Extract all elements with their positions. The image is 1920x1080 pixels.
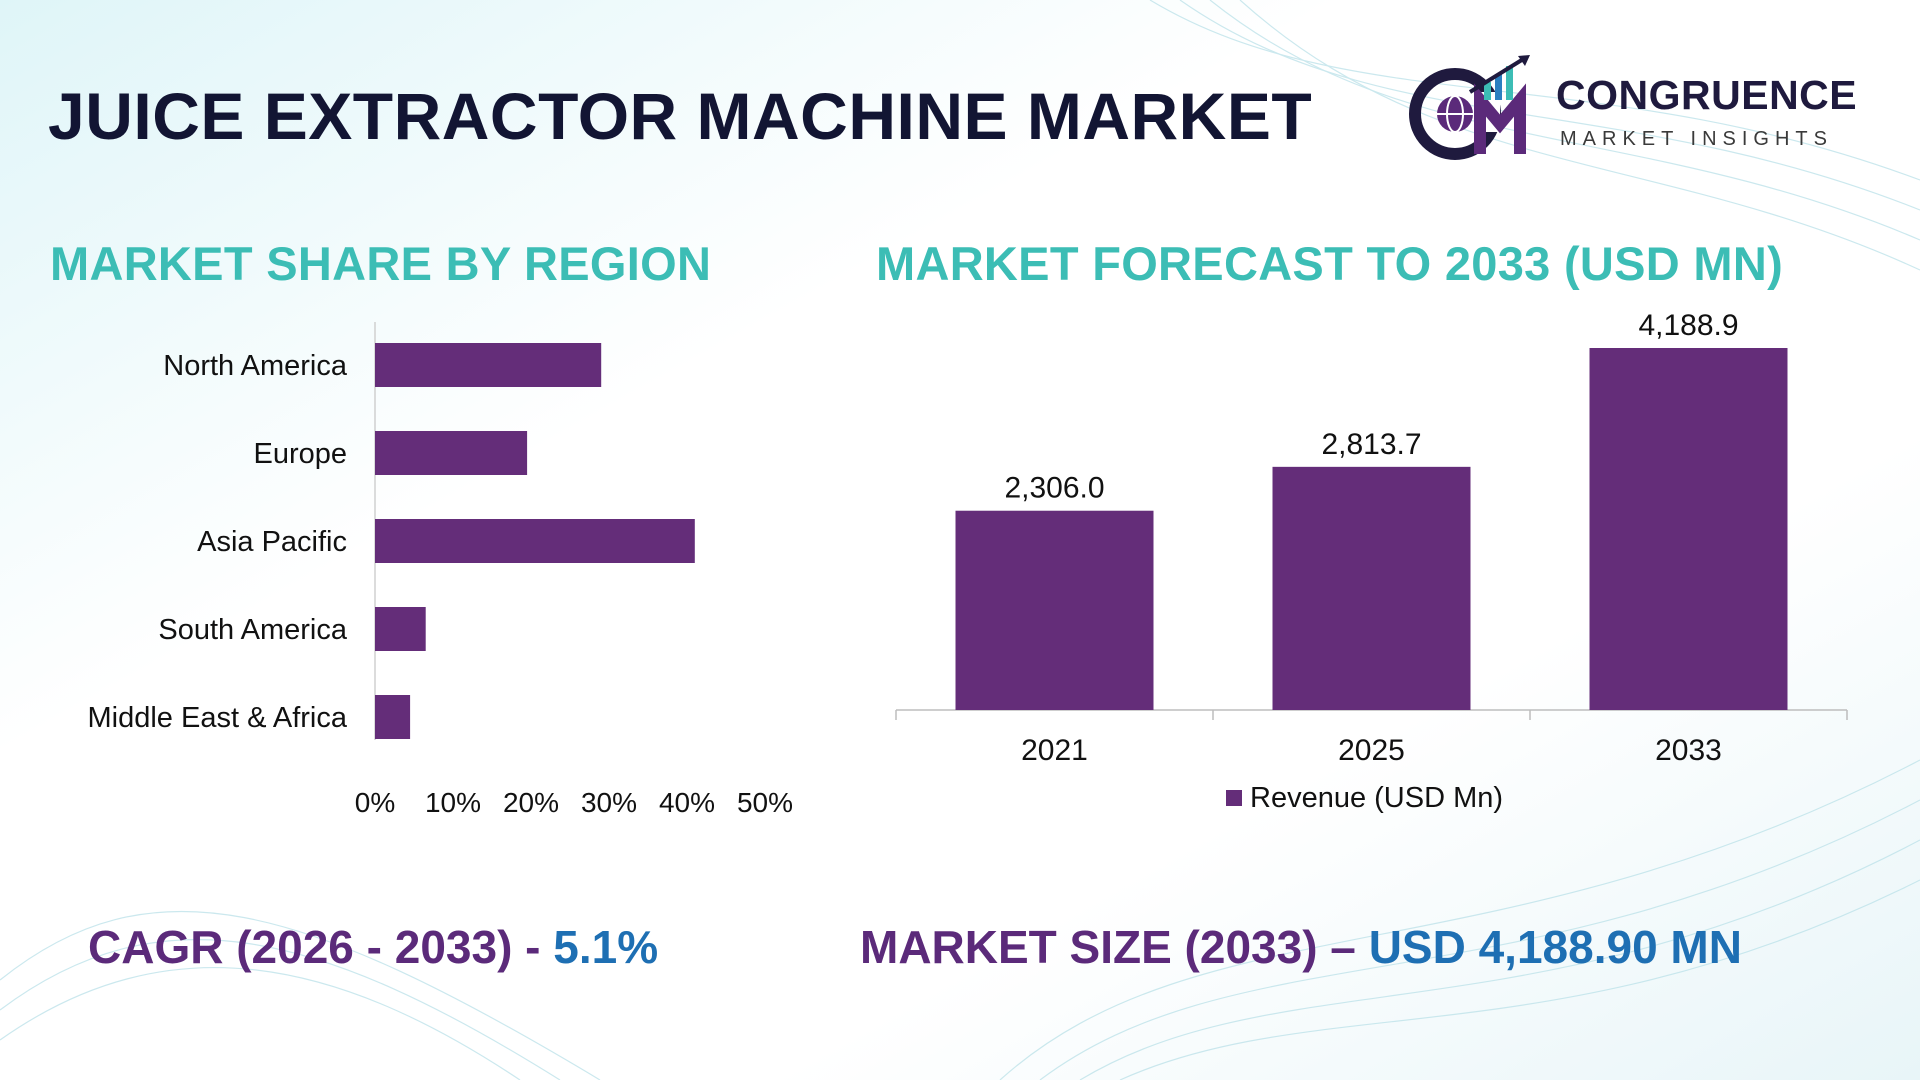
cagr-label: CAGR (2026 - 2033) - (88, 921, 554, 973)
market-size-stat: MARKET SIZE (2033) – USD 4,188.90 MN (860, 920, 1742, 974)
legend-swatch (1226, 790, 1242, 806)
region-category-label: Europe (253, 438, 347, 470)
x-tick-label: 2033 (1655, 734, 1722, 767)
data-label: 2,306.0 (1004, 472, 1104, 505)
market-size-label: MARKET SIZE (2033) – (860, 921, 1369, 973)
logo-tagline: MARKET INSIGHTS (1560, 128, 1833, 150)
data-label: 2,813.7 (1321, 428, 1421, 461)
region-category-label: Asia Pacific (197, 526, 347, 558)
forecast-bar (955, 510, 1154, 710)
cmi-globe-chart-logo-icon (1409, 55, 1530, 160)
region-bar (375, 431, 528, 475)
logo-name: CONGRUENCE (1556, 72, 1858, 118)
legend-label: Revenue (USD Mn) (1250, 782, 1503, 814)
x-tick-label: 40% (659, 787, 715, 818)
x-tick-label: 2025 (1338, 734, 1405, 767)
x-tick-label: 30% (581, 787, 637, 818)
region-category-label: South America (158, 614, 347, 646)
region-chart-heading: MARKET SHARE BY REGION (50, 237, 712, 290)
cagr-value: 5.1% (553, 921, 659, 973)
x-tick-label: 50% (737, 787, 793, 818)
region-bar (375, 519, 695, 563)
x-tick-label: 10% (425, 787, 481, 818)
x-tick-label: 2021 (1021, 734, 1088, 767)
cagr-stat: CAGR (2026 - 2033) - 5.1% (88, 920, 658, 974)
region-category-label: Middle East & Africa (88, 702, 348, 734)
forecast-chart-heading: MARKET FORECAST TO 2033 (USD MN) (876, 237, 1784, 290)
region-share-chart: North America Europe Asia Pacific South Ame… (88, 322, 793, 818)
region-bar (375, 695, 411, 739)
x-tick-label: 20% (503, 787, 559, 818)
region-category-label: North America (163, 350, 348, 382)
forecast-bar (1589, 348, 1788, 710)
x-tick-label: 0% (355, 787, 395, 818)
data-label: 4,188.9 (1638, 309, 1738, 342)
region-bar (375, 343, 602, 387)
market-size-value: USD 4,188.90 MN (1368, 921, 1742, 973)
company-logo: CONGRUENCE MARKET INSIGHTS (1400, 52, 1880, 162)
region-bar (375, 607, 426, 651)
forecast-bar (1272, 466, 1471, 710)
page-title: JUICE EXTRACTOR MACHINE MARKET (48, 79, 1313, 153)
forecast-chart: 2,306.0 2021 2,813.7 2025 4,188.9 2033 Revenue… (895, 309, 1848, 814)
